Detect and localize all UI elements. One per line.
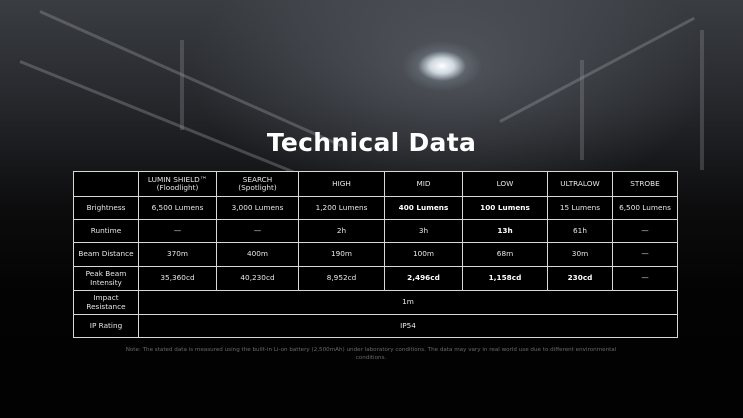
footnote: Note: The stated data is measured using …: [125, 347, 617, 361]
cell: 35,360cd: [138, 266, 217, 291]
cell: 6,500 Lumens: [138, 196, 217, 220]
cell: —: [612, 266, 678, 291]
cell: 1,200 Lumens: [298, 196, 385, 220]
cell: 400m: [216, 242, 299, 267]
table-row-impact-resistance: Impact Resistance 1m: [73, 290, 678, 315]
stair-post: [580, 60, 584, 160]
cell: 30m: [547, 242, 613, 267]
header-ultralow: ULTRALOW: [547, 171, 613, 197]
cell: 400 Lumens: [384, 196, 463, 220]
header-low: LOW: [462, 171, 548, 197]
table-row-beam-distance: Beam Distance 370m 400m 190m 100m 68m 30…: [73, 242, 678, 267]
table-row-peak-beam-intensity: Peak Beam Intensity 35,360cd 40,230cd 8,…: [73, 266, 678, 291]
header-lumin-shield: LUMIN SHIELD™ (Floodlight): [138, 171, 217, 197]
cell: 2h: [298, 219, 385, 243]
row-label: Brightness: [73, 196, 139, 220]
cell: 3,000 Lumens: [216, 196, 299, 220]
row-label: Runtime: [73, 219, 139, 243]
cell: 230cd: [547, 266, 613, 291]
cell: 1m: [138, 290, 678, 315]
cell: 8,952cd: [298, 266, 385, 291]
cell: 100 Lumens: [462, 196, 548, 220]
row-label: Impact Resistance: [73, 290, 139, 315]
cell: 40,230cd: [216, 266, 299, 291]
page-title: Technical Data: [266, 128, 477, 157]
cell: 3h: [384, 219, 463, 243]
stair-post: [180, 40, 184, 130]
row-label: Beam Distance: [73, 242, 139, 267]
cell: 15 Lumens: [547, 196, 613, 220]
cell: 100m: [384, 242, 463, 267]
table-row-brightness: Brightness 6,500 Lumens 3,000 Lumens 1,2…: [73, 196, 678, 220]
table-row-runtime: Runtime — — 2h 3h 13h 61h —: [73, 219, 678, 243]
cell: —: [612, 242, 678, 267]
header-high: HIGH: [298, 171, 385, 197]
cell: 1,158cd: [462, 266, 548, 291]
row-label: Peak Beam Intensity: [73, 266, 139, 291]
header-strobe: STROBE: [612, 171, 678, 197]
cell: 370m: [138, 242, 217, 267]
cell: —: [138, 219, 217, 243]
cell: 68m: [462, 242, 548, 267]
cell: —: [216, 219, 299, 243]
table-row-ip-rating: IP Rating IP54: [73, 314, 678, 338]
cell: 13h: [462, 219, 548, 243]
cell: —: [612, 219, 678, 243]
cell: IP54: [138, 314, 678, 338]
cell: 2,496cd: [384, 266, 463, 291]
row-label: IP Rating: [73, 314, 139, 338]
stair-post: [700, 30, 704, 170]
header-search: SEARCH (Spotlight): [216, 171, 299, 197]
header-mid: MID: [384, 171, 463, 197]
technical-data-table: LUMIN SHIELD™ (Floodlight) SEARCH (Spotlig…: [73, 171, 678, 338]
cell: 190m: [298, 242, 385, 267]
header-cell-empty: [73, 171, 139, 197]
header-row: LUMIN SHIELD™ (Floodlight) SEARCH (Spotlig…: [73, 171, 678, 197]
cell: 6,500 Lumens: [612, 196, 678, 220]
cell: 61h: [547, 219, 613, 243]
